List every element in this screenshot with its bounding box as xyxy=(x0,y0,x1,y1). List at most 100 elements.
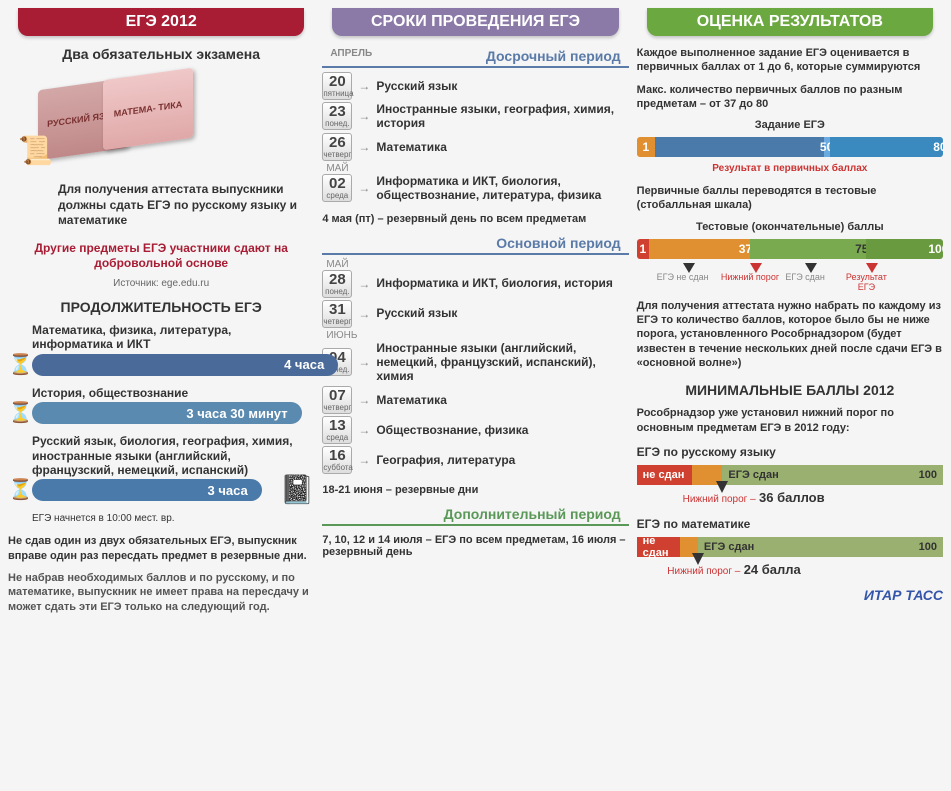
date-box: 23понед. xyxy=(322,102,352,130)
marker-label: Нижний порог xyxy=(720,273,780,283)
period-early: АПРЕЛЬ Досрочный период xyxy=(322,46,628,68)
hourglass-icon: ⏳ xyxy=(8,352,33,377)
math-subject: ЕГЭ по математике xyxy=(637,517,943,531)
exam-subject: Информатика и ИКТ, биология, история xyxy=(376,276,628,290)
date-row: 16суббота → География, литература xyxy=(322,446,628,474)
russian-max: 100 xyxy=(919,469,937,481)
hourglass-icon: ⏳ xyxy=(8,477,33,502)
exam-subject: Иностранные языки, география, химия, ист… xyxy=(376,102,628,131)
date-row: 26четверг→Математика xyxy=(322,133,628,161)
date-box: 31четверг xyxy=(322,300,352,328)
month-label: ИЮНЬ xyxy=(326,330,628,341)
date-weekday: пятница xyxy=(323,89,351,98)
date-row: 13среда → Обществознание, физика xyxy=(322,416,628,444)
date-box: 02среда xyxy=(322,174,352,202)
bar-segment xyxy=(830,137,937,157)
math-pass: ЕГЭ сдан100 xyxy=(698,537,943,557)
max-primary-score: Макс. количество первичных баллов по раз… xyxy=(637,83,943,112)
date-weekday: четверг xyxy=(323,403,351,412)
column-right: ОЦЕНКА РЕЗУЛЬТАТОВ Каждое выполненное за… xyxy=(637,8,943,783)
date-number: 23 xyxy=(323,104,351,119)
math-pass-label: ЕГЭ сдан xyxy=(704,541,754,553)
arrow-icon: → xyxy=(358,453,370,467)
start-time-note: ЕГЭ начнется в 10:00 мест. вр. xyxy=(32,513,314,524)
date-row: 07четверг→Математика xyxy=(322,386,628,414)
date-number: 31 xyxy=(323,302,351,317)
primary-score-bar: 15080 xyxy=(637,137,943,157)
arrow-icon: → xyxy=(358,307,370,321)
exam-subject: Математика xyxy=(376,393,628,407)
duration-item-0: Математика, физика, литература, информат… xyxy=(8,323,314,376)
date-weekday: среда xyxy=(323,191,351,200)
date-row: 04понед.→Иностранные языки (английский, … xyxy=(322,341,628,384)
period-early-label: Досрочный период xyxy=(486,48,621,64)
date-box: 13среда xyxy=(322,416,352,444)
exam-subject: География, литература xyxy=(376,453,628,467)
duration-label-0: Математика, физика, литература, информат… xyxy=(32,323,314,352)
russian-subject: ЕГЭ по русскому языку xyxy=(637,445,943,459)
date-row: 23понед. → Иностранные языки, география, х… xyxy=(322,102,628,131)
hourglass-icon: ⏳ xyxy=(8,400,33,425)
task-label: Задание ЕГЭ xyxy=(637,119,943,131)
arrow-icon: → xyxy=(358,140,370,154)
min-scores-subtitle: Рособрнадзор уже установил нижний порог … xyxy=(637,406,943,435)
duration-title: ПРОДОЛЖИТЕЛЬНОСТЬ ЕГЭ xyxy=(8,299,314,315)
date-weekday: четверг xyxy=(323,317,351,326)
duration-label-2: Русский язык, биология, география, химия… xyxy=(32,434,314,477)
reserve-days-2: 18-21 июня – резервные дни xyxy=(322,484,628,496)
exam-subject: Русский язык xyxy=(376,79,628,93)
date-weekday: суббота xyxy=(323,463,351,472)
bar-segment xyxy=(649,239,741,259)
date-number: 07 xyxy=(323,388,351,403)
reserve-day-1: 4 мая (пт) – резервный день по всем пред… xyxy=(322,213,628,225)
month-label: МАЙ xyxy=(326,163,628,174)
date-row: 28понед.→Информатика и ИКТ, биология, ис… xyxy=(322,270,628,298)
marker-label: ЕГЭ не сдан xyxy=(653,273,713,283)
extra-period-text: 7, 10, 12 и 14 июля – ЕГЭ по всем предме… xyxy=(322,534,628,558)
math-min-val: 24 балла xyxy=(744,562,801,577)
duration-label-1: История, обществознание xyxy=(32,386,314,400)
date-number: 28 xyxy=(323,272,351,287)
exam-subject: Математика xyxy=(376,140,628,154)
duration-item-2: Русский язык, биология, география, химия… xyxy=(8,434,314,501)
month-label: МАЙ xyxy=(326,259,628,270)
russian-pass-bar: не сдан ЕГЭ сдан 100 xyxy=(637,465,943,485)
header-ege: ЕГЭ 2012 xyxy=(18,8,304,36)
date-row: 31четверг→Русский язык xyxy=(322,300,628,328)
russian-min-label: Нижний порог – xyxy=(683,494,756,505)
russian-fail: не сдан xyxy=(637,465,692,485)
date-box: 20пятница xyxy=(322,72,352,100)
primary-result-label: Результат в первичных баллах xyxy=(637,163,943,174)
arrow-icon: → xyxy=(358,355,370,369)
notebook-icon: 📓 xyxy=(279,473,314,506)
date-number: 13 xyxy=(323,418,351,433)
date-number: 26 xyxy=(323,135,351,150)
tass-logo: ИТАР ТАСС xyxy=(637,587,943,603)
arrow-icon: → xyxy=(358,79,370,93)
header-schedule: СРОКИ ПРОВЕДЕНИЯ ЕГЭ xyxy=(332,8,618,36)
russian-pass-label: ЕГЭ сдан xyxy=(728,469,778,481)
date-row: 20пятница → Русский язык xyxy=(322,72,628,100)
test-score-bar: 13775100 xyxy=(637,239,943,259)
other-subjects-info: Другие предметы ЕГЭ участники сдают на д… xyxy=(8,241,314,272)
date-number: 20 xyxy=(323,74,351,89)
arrow-icon: → xyxy=(358,423,370,437)
date-row: 02среда→Информатика и ИКТ, биология, общ… xyxy=(322,174,628,203)
arrow-icon: → xyxy=(358,181,370,195)
duration-time-1: 3 часа 30 минут xyxy=(186,406,287,421)
test-score-info: Первичные баллы переводятся в тестовые (… xyxy=(637,184,943,213)
exam-subject: Иностранные языки (английский, немецкий,… xyxy=(376,341,628,384)
score-markers: ЕГЭ не сданНижний порогЕГЭ сданРезультат… xyxy=(637,265,943,289)
exam-subject: Обществознание, физика xyxy=(376,423,628,437)
attestation-info: Для получения аттестата выпускники должн… xyxy=(58,182,314,229)
duration-item-1: История, обществознание ⏳ 3 часа 30 минут xyxy=(8,386,314,424)
source-label: Источник: ege.edu.ru xyxy=(8,278,314,289)
retake-info-1: Не сдав один из двух обязательных ЕГЭ, в… xyxy=(8,534,314,563)
month-april: АПРЕЛЬ xyxy=(330,48,372,59)
column-left: ЕГЭ 2012 Два обязательных экзамена РУССК… xyxy=(8,8,314,783)
date-box: 16суббота xyxy=(322,446,352,474)
duration-bar-2: ⏳3 часа xyxy=(32,479,262,501)
bar-segment: 37 xyxy=(741,239,750,259)
arrow-icon: → xyxy=(358,109,370,123)
math-marker xyxy=(692,553,704,565)
